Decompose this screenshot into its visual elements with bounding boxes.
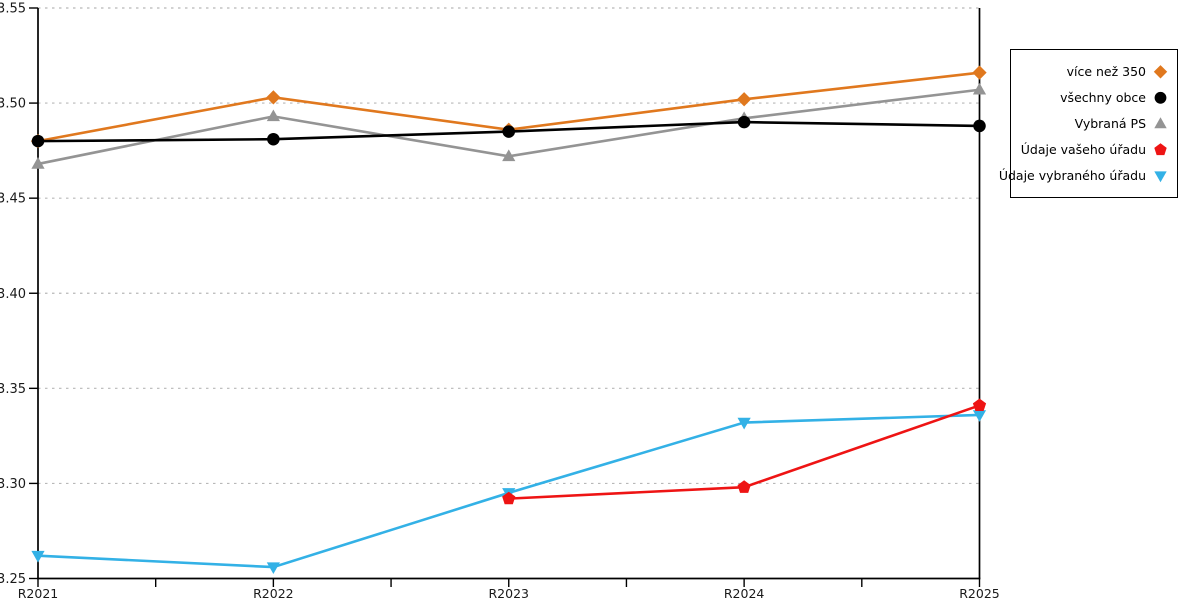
marker-diamond-icon — [266, 90, 281, 105]
legend-label: Údaje vašeho úřadu — [1020, 142, 1146, 157]
legend-marker-triangle-up-icon — [1154, 117, 1167, 129]
y-tick-label: 3.35 — [0, 382, 26, 397]
y-tick-label: 3.45 — [0, 192, 26, 207]
marker-triangle-up-icon — [266, 109, 280, 122]
legend-label: Údaje vybraného úřadu — [998, 168, 1146, 183]
marker-triangle-down-icon — [1154, 171, 1167, 183]
marker-diamond-icon — [1153, 65, 1168, 79]
marker-diamond-icon — [972, 65, 987, 80]
x-tick-label: R2025 — [959, 586, 1000, 600]
legend-item: všechny obce — [1017, 90, 1168, 105]
marker-diamond-icon — [736, 92, 752, 107]
marker-circle-icon — [737, 115, 751, 129]
legend-label: více než 350 — [1066, 64, 1146, 79]
legend: více než 350 všechny obce Vybraná PS Údaje … — [999, 49, 1178, 198]
legend-item: Údaje vybraného úřadu — [999, 168, 1168, 183]
x-tick-label: R2021 — [18, 586, 59, 600]
legend-marker-diamond-icon — [1153, 65, 1168, 79]
y-tick-label: 3.50 — [0, 97, 26, 112]
legend-label: všechny obce — [1060, 90, 1146, 105]
legend-item: více než 350 — [1017, 64, 1168, 79]
marker-triangle-down-icon — [266, 562, 280, 575]
series-3 — [502, 398, 987, 505]
legend-item: Vybraná PS — [1017, 116, 1168, 131]
marker-triangle-down-icon — [31, 550, 45, 563]
marker-pentagon-icon — [502, 491, 516, 505]
legend-marker-pentagon-icon — [1154, 143, 1167, 156]
marker-circle-icon — [31, 134, 45, 148]
marker-triangle-up-icon — [972, 82, 987, 95]
y-tick-label: 3.25 — [0, 572, 26, 587]
y-tick-label: 3.40 — [0, 287, 26, 302]
legend-marker-circle-icon — [1154, 91, 1167, 104]
x-tick-label: R2022 — [253, 586, 294, 600]
marker-circle-icon — [1154, 91, 1167, 104]
marker-triangle-down-icon — [972, 410, 987, 422]
marker-circle-icon — [973, 119, 986, 133]
y-tick-label: 3.30 — [0, 477, 26, 492]
marker-triangle-up-icon — [1154, 117, 1167, 129]
legend-item: Údaje vašeho úřadu — [1017, 142, 1168, 157]
marker-triangle-up-icon — [31, 157, 45, 169]
x-tick-label: R2024 — [724, 586, 765, 600]
marker-pentagon-icon — [972, 398, 987, 412]
legend-marker-triangle-down-icon — [1154, 171, 1167, 183]
y-tick-label: 3.55 — [0, 2, 26, 17]
marker-circle-icon — [267, 132, 280, 146]
marker-pentagon-icon — [1154, 143, 1167, 156]
marker-triangle-up-icon — [502, 149, 516, 162]
x-tick-label: R2023 — [489, 586, 530, 600]
marker-pentagon-icon — [737, 480, 751, 493]
legend-label: Vybraná PS — [1074, 116, 1146, 131]
marker-circle-icon — [502, 125, 516, 138]
marker-triangle-down-icon — [737, 417, 751, 430]
series-1 — [31, 115, 986, 148]
